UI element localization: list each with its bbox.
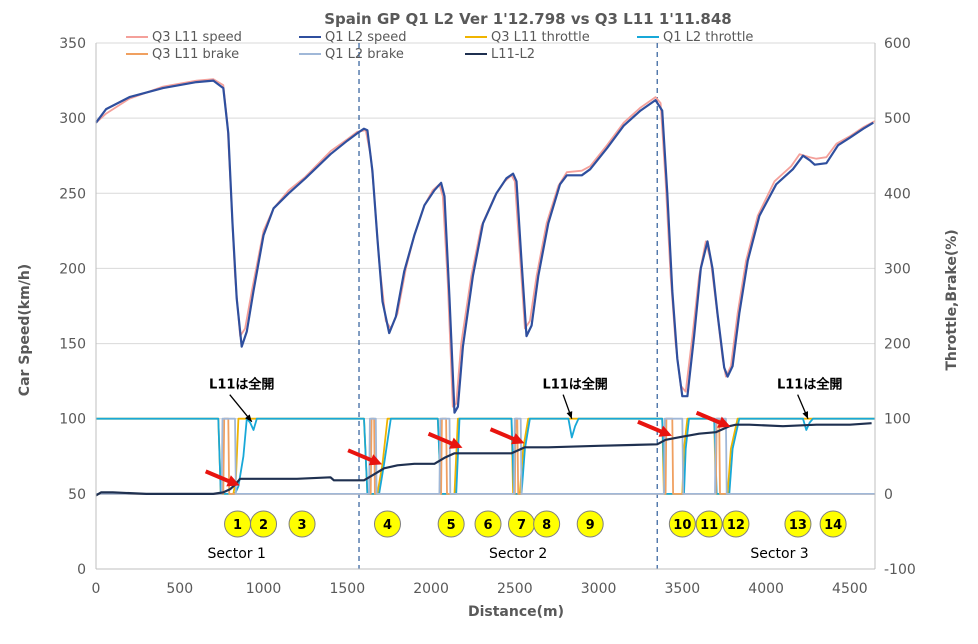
corner-number: 5: [447, 518, 456, 533]
x-tick-label: 3000: [581, 581, 617, 597]
annotation-label: L11は全開: [209, 377, 274, 393]
red-arrow-shaft: [204, 469, 233, 485]
red-arrow-head: [717, 416, 731, 428]
x-tick-label: 4500: [832, 581, 868, 597]
corner-marker: [722, 510, 750, 538]
x-tick-label: 3500: [665, 581, 701, 597]
corner-marker: [695, 510, 723, 538]
corner-number: 10: [673, 518, 691, 533]
y2-tick-label: 500: [884, 111, 911, 127]
corner-marker: [819, 510, 847, 538]
corner-marker: [373, 510, 401, 538]
y2-tick-label: 400: [884, 186, 911, 202]
corner-number: 7: [517, 518, 526, 533]
red-arrow-shaft: [347, 448, 375, 464]
y-tick-label: 0: [77, 562, 86, 578]
red-arrow-shaft: [695, 410, 724, 426]
series-line-q1-l2-brake: [96, 417, 875, 495]
corner-marker: [250, 510, 278, 538]
corner-number: 1: [233, 518, 242, 533]
corner-number: 14: [824, 518, 842, 533]
corner-marker: [288, 510, 316, 538]
y2-tick-label: -100: [884, 562, 916, 578]
legend-label: Q1 L2 speed: [325, 30, 407, 45]
corner-number: 13: [789, 518, 807, 533]
annotation-layer: Q3 L11 speed Q1 L2 speed Q3 L11 throttle Q1…: [126, 30, 847, 562]
corner-marker: [437, 510, 465, 538]
corner-number: 2: [259, 518, 268, 533]
annotation-arrowhead: [566, 411, 573, 419]
y-axis-title: Car Speed(km/h): [17, 264, 33, 396]
corner-number: 4: [383, 518, 392, 533]
corner-number: 12: [727, 518, 745, 533]
legend-label: Q3 L11 throttle: [491, 30, 590, 45]
y-tick-label: 350: [59, 36, 86, 52]
y-tick-label: 200: [59, 261, 86, 277]
red-arrow-head: [449, 437, 463, 449]
y2-tick-label: 100: [884, 412, 911, 428]
y2-tick-label: 300: [884, 261, 911, 277]
y-tick-label: 150: [59, 337, 86, 353]
y2-tick-label: 200: [884, 337, 911, 353]
red-arrow-head: [368, 454, 383, 466]
y2-tick-label: 0: [884, 487, 893, 503]
x-tick-label: 1000: [246, 581, 282, 597]
x-tick-label: 500: [166, 581, 193, 597]
corner-marker: [474, 510, 502, 538]
y2-tick-label: 600: [884, 36, 911, 52]
annotation-label: L11は全開: [542, 377, 607, 393]
corner-number: 9: [586, 518, 595, 533]
annotation-arrowhead: [802, 411, 808, 419]
legend-label: Q3 L11 speed: [152, 30, 242, 45]
corner-marker: [784, 510, 812, 538]
annotation-label: L11は全開: [777, 377, 842, 393]
legend-label: L11-L2: [491, 47, 535, 62]
y2-axis-title: Throttle,Brake(%): [944, 229, 960, 370]
red-arrow-shaft: [489, 427, 518, 443]
series-line-q1-l2-speed: [95, 79, 874, 414]
corner-number: 11: [700, 518, 718, 533]
red-arrow-shaft: [637, 419, 665, 435]
y-tick-label: 100: [59, 412, 86, 428]
corner-marker: [668, 510, 696, 538]
x-tick-label: 4000: [748, 581, 784, 597]
annotation-arrowhead: [245, 414, 252, 422]
corner-marker: [576, 510, 604, 538]
axes: 050100150200250300350-100010020030040050…: [59, 36, 916, 597]
sector-label: Sector 3: [750, 546, 808, 562]
corner-number: 8: [542, 518, 551, 533]
corner-number: 6: [483, 518, 492, 533]
sector-label: Sector 1: [208, 546, 266, 562]
red-arrow-head: [226, 475, 240, 487]
y-tick-label: 300: [59, 111, 86, 127]
red-arrow-head: [511, 433, 525, 445]
x-tick-label: 1500: [329, 581, 365, 597]
y-tick-label: 50: [68, 487, 86, 503]
legend-label: Q1 L2 throttle: [663, 30, 753, 45]
chart-title: Spain GP Q1 L2 Ver 1'12.798 vs Q3 L11 1'…: [324, 10, 731, 28]
x-axis-title: Distance(m): [468, 604, 564, 620]
corner-number: 3: [298, 518, 307, 533]
x-tick-label: 0: [92, 581, 101, 597]
y-tick-label: 250: [59, 186, 86, 202]
sector-label: Sector 2: [489, 546, 547, 562]
legend-label: Q3 L11 brake: [152, 47, 239, 62]
x-tick-label: 2500: [497, 581, 533, 597]
corner-marker: [533, 510, 561, 538]
legend-label: Q1 L2 brake: [325, 47, 404, 62]
red-arrow-shaft: [427, 431, 456, 447]
x-tick-label: 2000: [413, 581, 449, 597]
red-arrow-head: [658, 425, 672, 437]
